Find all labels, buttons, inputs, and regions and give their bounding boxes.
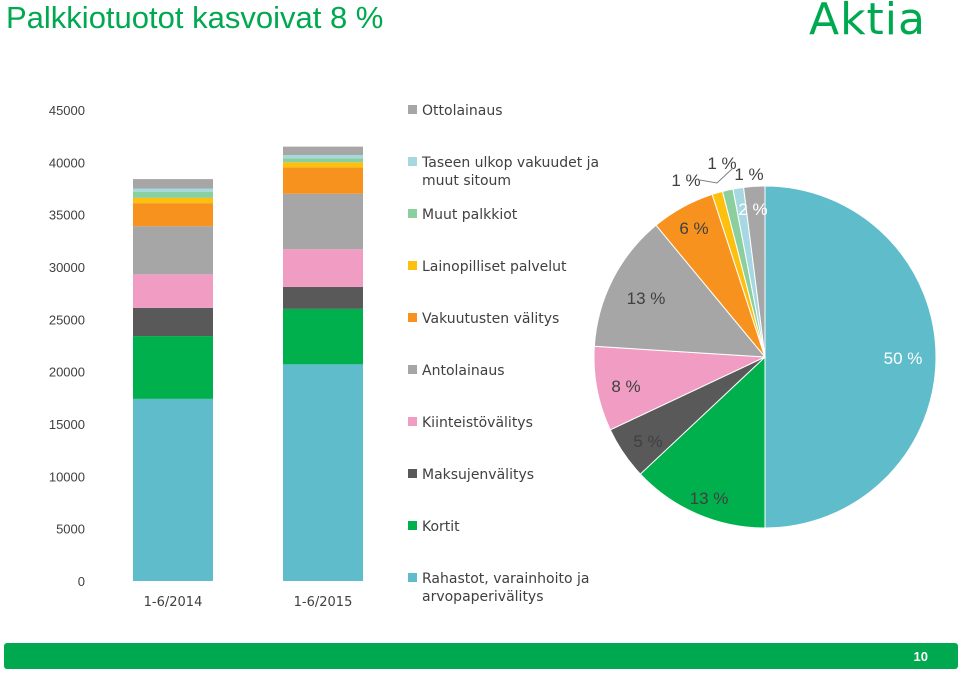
- legend-label: Vakuutusten välitys: [422, 311, 559, 327]
- y-tick-label: 30000: [49, 260, 85, 275]
- page-number: 10: [913, 649, 928, 664]
- pie-slice-rahastot-varainhoito-ja-arvopaperivalitys: [764, 185, 937, 529]
- legend-swatch-ottolainaus: [408, 105, 417, 114]
- legend-swatch-lainopilliset-palvelut: [408, 261, 417, 270]
- bar-segment-ottolainaus: [283, 146, 363, 156]
- bar-segment-ottolainaus: [133, 179, 213, 189]
- legend-swatch-rahastot-varainhoito-ja-arvopaperivalitys: [408, 573, 417, 582]
- bar-segment-taseen-ulkop-vakuudet-ja-muut-sitoum: [283, 155, 363, 159]
- legend-label: Rahastot, varainhoito ja: [422, 571, 589, 587]
- x-tick-label: 1-6/2014: [144, 595, 203, 610]
- pie-data-label: 13 %: [690, 489, 729, 508]
- bar-segment-lainopilliset-palvelut: [283, 162, 363, 168]
- bar-segment-maksujenvalitys: [283, 286, 363, 309]
- y-tick-label: 15000: [49, 417, 85, 432]
- footer-bar: [4, 643, 958, 669]
- legend-label: Muut palkkiot: [422, 207, 518, 223]
- bar-segment-rahastot-varainhoito-ja-arvopaperivalitys: [133, 398, 213, 581]
- bar-segment-lainopilliset-palvelut: [133, 197, 213, 204]
- bar-segment-kortit: [283, 308, 363, 365]
- bar-segment-antolainaus: [283, 193, 363, 250]
- y-tick-label: 35000: [49, 208, 85, 223]
- pie-data-label: 5 %: [633, 432, 662, 451]
- bar-segment-kiinteistovalitys: [283, 249, 363, 287]
- y-tick-label: 20000: [49, 365, 85, 380]
- pie-data-label: 8 %: [611, 377, 640, 396]
- legend-swatch-muut-palkkiot: [408, 209, 417, 218]
- pie-slice-ottolainaus: [743, 185, 766, 358]
- y-tick-label: 0: [78, 574, 85, 589]
- bar-segment-muut-palkkiot: [283, 158, 363, 163]
- slide-title: Palkkiotuotot kasvoivat 8 %: [6, 0, 384, 35]
- legend-label: Taseen ulkop vakuudet ja: [421, 155, 599, 171]
- legend-label: Antolainaus: [422, 363, 504, 379]
- pie-data-label: 2 %: [738, 200, 767, 219]
- pie-data-label: 1 %: [734, 165, 763, 184]
- pie-slice-antolainaus: [593, 224, 767, 358]
- chart-legend: Ottolainaus Taseen ulkop vakuudet ja muut …: [408, 103, 599, 605]
- legend-swatch-kiinteistovalitys: [408, 417, 417, 426]
- bar-segment-muut-palkkiot: [133, 191, 213, 198]
- bar-segment-antolainaus: [133, 226, 213, 275]
- pie-data-label: 13 %: [627, 289, 666, 308]
- legend-label: Ottolainaus: [422, 103, 503, 119]
- bar-segment-taseen-ulkop-vakuudet-ja-muut-sitoum: [133, 188, 213, 192]
- bar-segment-rahastot-varainhoito-ja-arvopaperivalitys: [283, 364, 363, 581]
- bar-segment-maksujenvalitys: [133, 307, 213, 337]
- bar-segment-kortit: [133, 336, 213, 399]
- y-tick-label: 10000: [49, 469, 85, 484]
- pie-slice-kortit: [639, 355, 766, 529]
- leader-line: [699, 167, 734, 184]
- legend-label: Kiinteistövälitys: [422, 415, 533, 431]
- y-tick-label: 40000: [49, 155, 85, 170]
- pie-data-label: 1 %: [671, 171, 700, 190]
- legend-swatch-maksujenvalitys: [408, 469, 417, 478]
- pie-chart: 50 %13 %5 %8 %13 %6 %1 %1 %1 %2 %: [593, 154, 937, 529]
- legend-label: Maksujenvälitys: [422, 467, 534, 483]
- legend-swatch-taseen-ulkop-vakuudet-ja-muut-sitoum: [408, 157, 417, 166]
- y-tick-label: 45000: [49, 103, 85, 118]
- bar-segment-vakuutusten-valitys: [283, 167, 363, 194]
- legend-swatch-antolainaus: [408, 365, 417, 374]
- y-tick-label: 25000: [49, 312, 85, 327]
- legend-label: Kortit: [422, 519, 460, 535]
- pie-data-label: 6 %: [679, 219, 708, 238]
- bar-segment-vakuutusten-valitys: [133, 203, 213, 227]
- legend-swatch-vakuutusten-valitys: [408, 313, 417, 322]
- legend-label: muut sitoum: [422, 173, 511, 189]
- y-tick-label: 5000: [56, 522, 85, 537]
- pie-data-label: 1 %: [707, 154, 736, 173]
- legend-swatch-kortit: [408, 521, 417, 530]
- legend-label: arvopaperivälitys: [422, 589, 544, 605]
- legend-label: Lainopilliset palvelut: [422, 259, 567, 275]
- bar-segment-kiinteistovalitys: [133, 274, 213, 308]
- pie-data-label: 50 %: [884, 349, 923, 368]
- x-tick-label: 1-6/2015: [294, 595, 353, 610]
- stacked-bar-chart: 0 5000 10000 15000 20000 25000 30000 35000 40000…: [49, 103, 363, 610]
- aktia-logo: Aktia: [808, 0, 926, 45]
- fee-income-charts: 0 5000 10000 15000 20000 25000 30000 35000 40000…: [49, 103, 937, 610]
